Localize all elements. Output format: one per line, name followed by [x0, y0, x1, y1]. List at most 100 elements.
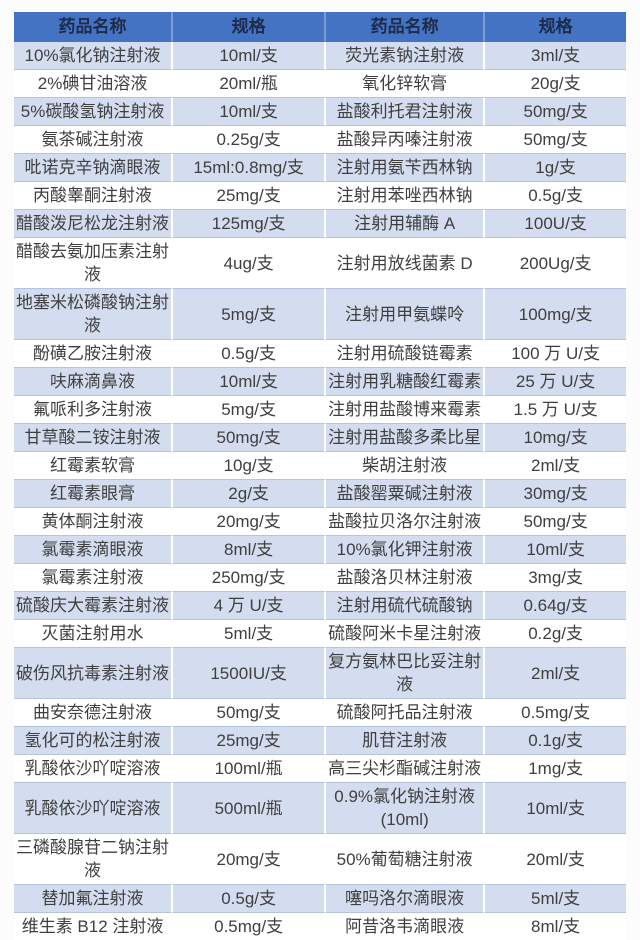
- spec-cell: 20mg/支: [173, 508, 327, 536]
- spec-cell: 1.5 万 U/支: [485, 396, 626, 424]
- drug-name-cell: 硫酸庆大霉素注射液: [14, 592, 174, 620]
- drug-spec-table: 药品名称 规格 药品名称 规格 10%氯化钠注射液 10ml/支 荧光素钠注射液 3m…: [14, 12, 626, 940]
- drug-name-cell: 注射用氨苄西林钠: [326, 154, 486, 182]
- spec-cell: 15ml:0.8mg/支: [173, 154, 327, 182]
- spec-cell: 3ml/支: [485, 42, 626, 70]
- spec-cell: 100U/支: [485, 210, 626, 238]
- table-row: 红霉素软膏 10g/支 柴胡注射液 2ml/支: [14, 452, 626, 480]
- drug-name-cell: 曲安奈德注射液: [14, 699, 174, 727]
- spec-cell: 0.1g/支: [485, 727, 626, 755]
- spec-cell: 5ml/支: [485, 885, 626, 913]
- table-row: 5%碳酸氢钠注射液 10ml/支 盐酸利托君注射液 50mg/支: [14, 98, 626, 126]
- spec-cell: 10ml/支: [173, 42, 327, 70]
- table-row: 地塞米松磷酸钠注射液 5mg/支 注射用甲氨蝶呤 100mg/支: [14, 289, 626, 340]
- drug-name-cell: 盐酸洛贝林注射液: [326, 564, 486, 592]
- drug-name-cell: 氨茶碱注射液: [14, 126, 174, 154]
- drug-name-cell: 10%氯化钾注射液: [326, 536, 486, 564]
- spec-cell: 1mg/支: [485, 755, 626, 783]
- spec-cell: 0.64g/支: [485, 592, 626, 620]
- spec-cell: 10ml/支: [485, 536, 626, 564]
- drug-name-cell: 黄体酮注射液: [14, 508, 174, 536]
- table-row: 氢化可的松注射液 25mg/支 肌苷注射液 0.1g/支: [14, 727, 626, 755]
- spec-cell: 100mg/支: [485, 289, 626, 340]
- spec-cell: 8ml/支: [173, 536, 327, 564]
- drug-name-cell: 高三尖杉酯碱注射液: [326, 755, 486, 783]
- drug-name-cell: 氢化可的松注射液: [14, 727, 174, 755]
- drug-name-cell: 氯霉素注射液: [14, 564, 174, 592]
- table-row: 乳酸依沙吖啶溶液 100ml/瓶 高三尖杉酯碱注射液 1mg/支: [14, 755, 626, 783]
- spec-cell: 8ml/支: [485, 913, 626, 940]
- drug-name-cell: 盐酸异丙嗪注射液: [326, 126, 486, 154]
- drug-name-cell: 硫酸阿托品注射液: [326, 699, 486, 727]
- drug-name-cell: 注射用盐酸多柔比星: [326, 424, 486, 452]
- spec-cell: 2ml/支: [485, 648, 626, 699]
- spec-cell: 20mg/支: [173, 834, 327, 885]
- table-row: 黄体酮注射液 20mg/支 盐酸拉贝洛尔注射液 50mg/支: [14, 508, 626, 536]
- spec-cell: 10g/支: [173, 452, 327, 480]
- drug-name-cell: 注射用乳糖酸红霉素: [326, 368, 486, 396]
- drug-name-cell: 柴胡注射液: [326, 452, 486, 480]
- spec-cell: 10ml/支: [173, 98, 327, 126]
- spec-cell: 125mg/支: [173, 210, 327, 238]
- drug-name-cell: 红霉素软膏: [14, 452, 174, 480]
- spec-cell: 25mg/支: [173, 727, 327, 755]
- spec-cell: 0.2g/支: [485, 620, 626, 648]
- drug-name-cell: 注射用甲氨蝶呤: [326, 289, 486, 340]
- drug-name-cell: 硫酸阿米卡星注射液: [326, 620, 486, 648]
- spec-cell: 0.5g/支: [173, 885, 327, 913]
- spec-cell: 5mg/支: [173, 396, 327, 424]
- drug-name-cell: 醋酸去氨加压素注射液: [14, 238, 174, 289]
- drug-name-cell: 呋麻滴鼻液: [14, 368, 174, 396]
- spec-cell: 3mg/支: [485, 564, 626, 592]
- table-header: 药品名称 规格 药品名称 规格: [14, 12, 626, 42]
- drug-name-cell: 吡诺克辛钠滴眼液: [14, 154, 174, 182]
- column-header-spec-left: 规格: [173, 12, 327, 42]
- drug-name-cell: 盐酸拉贝洛尔注射液: [326, 508, 486, 536]
- table-row: 酚磺乙胺注射液 0.5g/支 注射用硫酸链霉素 100 万 U/支: [14, 340, 626, 368]
- drug-name-cell: 盐酸罂粟碱注射液: [326, 480, 486, 508]
- spec-cell: 5mg/支: [173, 289, 327, 340]
- drug-name-cell: 肌苷注射液: [326, 727, 486, 755]
- drug-name-cell: 噻吗洛尔滴眼液: [326, 885, 486, 913]
- spec-cell: 0.5mg/支: [173, 913, 327, 940]
- drug-name-cell: 地塞米松磷酸钠注射液: [14, 289, 174, 340]
- table-row: 硫酸庆大霉素注射液 4 万 U/支 注射用硫代硫酸钠 0.64g/支: [14, 592, 626, 620]
- table-row: 10%氯化钠注射液 10ml/支 荧光素钠注射液 3ml/支: [14, 42, 626, 70]
- table-row: 灭菌注射用水 5ml/支 硫酸阿米卡星注射液 0.2g/支: [14, 620, 626, 648]
- spec-cell: 50mg/支: [485, 126, 626, 154]
- drug-name-cell: 氟哌利多注射液: [14, 396, 174, 424]
- spec-cell: 25mg/支: [173, 182, 327, 210]
- spec-cell: 1500IU/支: [173, 648, 327, 699]
- drug-name-cell: 注射用硫酸链霉素: [326, 340, 486, 368]
- spec-cell: 50mg/支: [485, 508, 626, 536]
- drug-name-cell: 甘草酸二铵注射液: [14, 424, 174, 452]
- table-row: 氨茶碱注射液 0.25g/支 盐酸异丙嗪注射液 50mg/支: [14, 126, 626, 154]
- drug-name-cell: 50%葡萄糖注射液: [326, 834, 486, 885]
- spec-cell: 50mg/支: [173, 699, 327, 727]
- spec-cell: 0.25g/支: [173, 126, 327, 154]
- spec-cell: 10ml/支: [485, 783, 626, 834]
- spec-cell: 500ml/瓶: [173, 783, 327, 834]
- drug-name-cell: 灭菌注射用水: [14, 620, 174, 648]
- spec-cell: 0.5g/支: [173, 340, 327, 368]
- drug-name-cell: 注射用硫代硫酸钠: [326, 592, 486, 620]
- spec-cell: 5ml/支: [173, 620, 327, 648]
- drug-name-cell: 乳酸依沙吖啶溶液: [14, 783, 174, 834]
- drug-name-cell: 注射用放线菌素 D: [326, 238, 486, 289]
- table-row: 丙酸睾酮注射液 25mg/支 注射用苯唑西林钠 0.5g/支: [14, 182, 626, 210]
- table-row: 红霉素眼膏 2g/支 盐酸罂粟碱注射液 30mg/支: [14, 480, 626, 508]
- table-row: 维生素 B12 注射液 0.5mg/支 阿昔洛韦滴眼液 8ml/支: [14, 913, 626, 940]
- spec-cell: 2g/支: [173, 480, 327, 508]
- spec-cell: 4 万 U/支: [173, 592, 327, 620]
- drug-name-cell: 氯霉素滴眼液: [14, 536, 174, 564]
- spec-cell: 30mg/支: [485, 480, 626, 508]
- drug-name-cell: 荧光素钠注射液: [326, 42, 486, 70]
- drug-name-cell: 丙酸睾酮注射液: [14, 182, 174, 210]
- drug-name-cell: 盐酸利托君注射液: [326, 98, 486, 126]
- drug-name-cell: 醋酸泼尼松龙注射液: [14, 210, 174, 238]
- table-row: 醋酸泼尼松龙注射液 125mg/支 注射用辅酶 A 100U/支: [14, 210, 626, 238]
- drug-name-cell: 乳酸依沙吖啶溶液: [14, 755, 174, 783]
- spec-cell: 10mg/支: [485, 424, 626, 452]
- column-header-spec-right: 规格: [485, 12, 626, 42]
- table-row: 乳酸依沙吖啶溶液 500ml/瓶 0.9%氯化钠注射液 (10ml) 10ml/支: [14, 783, 626, 834]
